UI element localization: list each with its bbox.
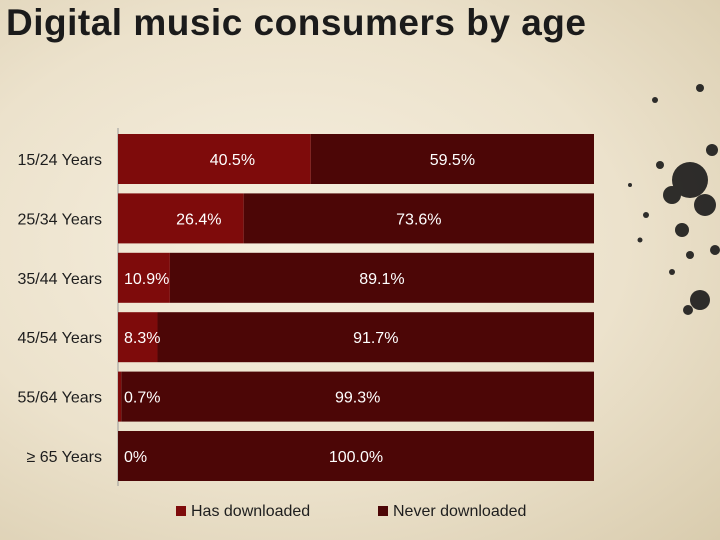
bar-has-downloaded [118, 371, 122, 422]
category-label: 45/54 Years [17, 330, 102, 347]
data-label-has-downloaded: 0% [124, 449, 147, 466]
legend-label-never-downloaded: Never downloaded [393, 503, 526, 520]
data-label-never-downloaded: 73.6% [396, 211, 441, 228]
bar-never-downloaded [157, 312, 594, 363]
data-label-never-downloaded: 91.7% [353, 330, 398, 347]
bar-has-downloaded [118, 312, 158, 363]
data-label-has-downloaded: 8.3% [124, 330, 160, 347]
data-label-never-downloaded: 99.3% [335, 390, 380, 407]
data-label-never-downloaded: 89.1% [359, 271, 404, 288]
bar-never-downloaded [310, 134, 594, 184]
bar-never-downloaded [118, 431, 594, 481]
bar-never-downloaded [169, 252, 594, 303]
category-label: ≥ 65 Years [26, 449, 102, 466]
bar-never-downloaded [243, 193, 594, 244]
bar-has-downloaded [118, 134, 311, 184]
category-label: 15/24 Years [17, 152, 102, 169]
bar-never-downloaded [121, 371, 594, 422]
data-label-has-downloaded: 10.9% [124, 271, 169, 288]
legend-label-has-downloaded: Has downloaded [191, 503, 310, 520]
bar-has-downloaded [118, 193, 244, 244]
data-label-never-downloaded: 100.0% [329, 449, 383, 466]
legend: Has downloaded Never downloaded [176, 503, 526, 520]
legend-swatch-has-downloaded [176, 506, 186, 516]
page-title: Digital music consumers by age [6, 2, 587, 43]
bar-has-downloaded [118, 252, 170, 303]
category-label: 35/44 Years [17, 271, 102, 288]
category-label: 25/34 Years [17, 211, 102, 228]
bars-group [118, 134, 594, 481]
data-label-has-downloaded: 26.4% [176, 211, 221, 228]
data-label-has-downloaded: 0.7% [124, 390, 160, 407]
labels-group: 15/24 Years 40.5% 59.5% 25/34 Years 26.4% 73.… [17, 152, 475, 466]
legend-swatch-never-downloaded [378, 506, 388, 516]
data-label-has-downloaded: 40.5% [210, 152, 255, 169]
data-label-never-downloaded: 59.5% [430, 152, 475, 169]
category-label: 55/64 Years [17, 390, 102, 407]
